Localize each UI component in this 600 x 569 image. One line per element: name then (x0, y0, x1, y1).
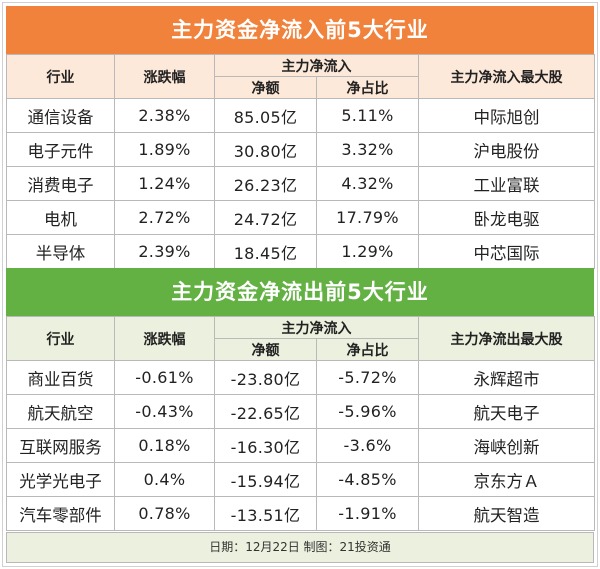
table-row: 通信设备 2.38% 85.05亿 5.11% 中际旭创 (6, 98, 595, 133)
top-stock-cell: 中际旭创 (418, 98, 595, 133)
industry-cell: 汽车零部件 (6, 496, 115, 531)
net-ratio-cell: 1.29% (316, 234, 419, 269)
inflow-header-main-flow: 主力净流入 (214, 54, 419, 77)
industry-cell: 半导体 (6, 234, 115, 269)
net-amount-cell: 24.72亿 (214, 200, 317, 235)
inflow-header-net-ratio: 净占比 (316, 76, 419, 99)
net-amount-cell: 26.23亿 (214, 166, 317, 201)
table-row: 互联网服务 0.18% -16.30亿 -3.6% 海峡创新 (6, 428, 595, 463)
outflow-table: 行业 涨跌幅 主力净流入 主力净流出最大股 净额 净占比 商业百货 -0.61% -… (6, 316, 595, 531)
change-cell: 2.38% (114, 98, 215, 133)
inflow-header-row: 行业 涨跌幅 主力净流入 主力净流入最大股 (6, 54, 595, 99)
top-stock-cell: 中芯国际 (418, 234, 595, 269)
outflow-header-net-amount: 净额 (214, 338, 317, 361)
net-amount-cell: -23.80亿 (214, 360, 317, 395)
change-cell: 0.78% (114, 496, 215, 531)
table-row: 半导体 2.39% 18.45亿 1.29% 中芯国际 (6, 234, 595, 269)
net-ratio-cell: -4.85% (316, 462, 419, 497)
footer-caption: 日期：12月22日 制图：21投资通 (6, 532, 594, 563)
top-stock-cell: 航天电子 (418, 394, 595, 429)
change-cell: -0.61% (114, 360, 215, 395)
outflow-title: 主力资金净流出前5大行业 (6, 268, 594, 316)
inflow-title: 主力资金净流入前5大行业 (6, 6, 594, 54)
table-row: 商业百货 -0.61% -23.80亿 -5.72% 永辉超市 (6, 360, 595, 395)
table-row: 光学光电子 0.4% -15.94亿 -4.85% 京东方Ａ (6, 462, 595, 497)
industry-cell: 电机 (6, 200, 115, 235)
outflow-header-row: 行业 涨跌幅 主力净流入 主力净流出最大股 (6, 316, 595, 361)
top-stock-cell: 永辉超市 (418, 360, 595, 395)
table-row: 消费电子 1.24% 26.23亿 4.32% 工业富联 (6, 166, 595, 201)
net-ratio-cell: 17.79% (316, 200, 419, 235)
top-stock-cell: 工业富联 (418, 166, 595, 201)
change-cell: 1.24% (114, 166, 215, 201)
net-ratio-cell: -3.6% (316, 428, 419, 463)
outflow-header-change: 涨跌幅 (114, 316, 215, 361)
inflow-header-net-amount: 净额 (214, 76, 317, 99)
net-amount-cell: -22.65亿 (214, 394, 317, 429)
top-stock-cell: 沪电股份 (418, 132, 595, 167)
change-cell: 2.72% (114, 200, 215, 235)
net-amount-cell: -16.30亿 (214, 428, 317, 463)
change-cell: 1.89% (114, 132, 215, 167)
inflow-header-industry: 行业 (6, 54, 115, 99)
industry-cell: 商业百货 (6, 360, 115, 395)
top-stock-cell: 海峡创新 (418, 428, 595, 463)
table-row: 航天航空 -0.43% -22.65亿 -5.96% 航天电子 (6, 394, 595, 429)
net-ratio-cell: 4.32% (316, 166, 419, 201)
change-cell: 0.4% (114, 462, 215, 497)
top-stock-cell: 航天智造 (418, 496, 595, 531)
net-ratio-cell: -1.91% (316, 496, 419, 531)
table-row: 汽车零部件 0.78% -13.51亿 -1.91% 航天智造 (6, 496, 595, 531)
table-row: 电机 2.72% 24.72亿 17.79% 卧龙电驱 (6, 200, 595, 235)
outflow-header-net-ratio: 净占比 (316, 338, 419, 361)
inflow-subheader-row: 净额 净占比 (7, 76, 595, 99)
industry-cell: 消费电子 (6, 166, 115, 201)
net-amount-cell: -15.94亿 (214, 462, 317, 497)
industry-cell: 电子元件 (6, 132, 115, 167)
outflow-header-industry: 行业 (6, 316, 115, 361)
net-amount-cell: 18.45亿 (214, 234, 317, 269)
change-cell: -0.43% (114, 394, 215, 429)
inflow-header-change: 涨跌幅 (114, 54, 215, 99)
net-ratio-cell: -5.72% (316, 360, 419, 395)
table-row: 电子元件 1.89% 30.80亿 3.32% 沪电股份 (6, 132, 595, 167)
industry-cell: 光学光电子 (6, 462, 115, 497)
net-ratio-cell: 5.11% (316, 98, 419, 133)
inflow-header-top-stock: 主力净流入最大股 (418, 54, 595, 99)
top-stock-cell: 京东方Ａ (418, 462, 595, 497)
net-amount-cell: -13.51亿 (214, 496, 317, 531)
net-ratio-cell: 3.32% (316, 132, 419, 167)
industry-cell: 航天航空 (6, 394, 115, 429)
top-stock-cell: 卧龙电驱 (418, 200, 595, 235)
industry-cell: 通信设备 (6, 98, 115, 133)
outflow-subheader-row: 净额 净占比 (7, 338, 595, 361)
change-cell: 2.39% (114, 234, 215, 269)
change-cell: 0.18% (114, 428, 215, 463)
outflow-header-top-stock: 主力净流出最大股 (418, 316, 595, 361)
outflow-header-main-flow: 主力净流入 (214, 316, 419, 339)
net-amount-cell: 30.80亿 (214, 132, 317, 167)
inflow-table: 行业 涨跌幅 主力净流入 主力净流入最大股 净额 净占比 通信设备 2.38% 85… (6, 54, 595, 269)
net-ratio-cell: -5.96% (316, 394, 419, 429)
net-amount-cell: 85.05亿 (214, 98, 317, 133)
industry-cell: 互联网服务 (6, 428, 115, 463)
